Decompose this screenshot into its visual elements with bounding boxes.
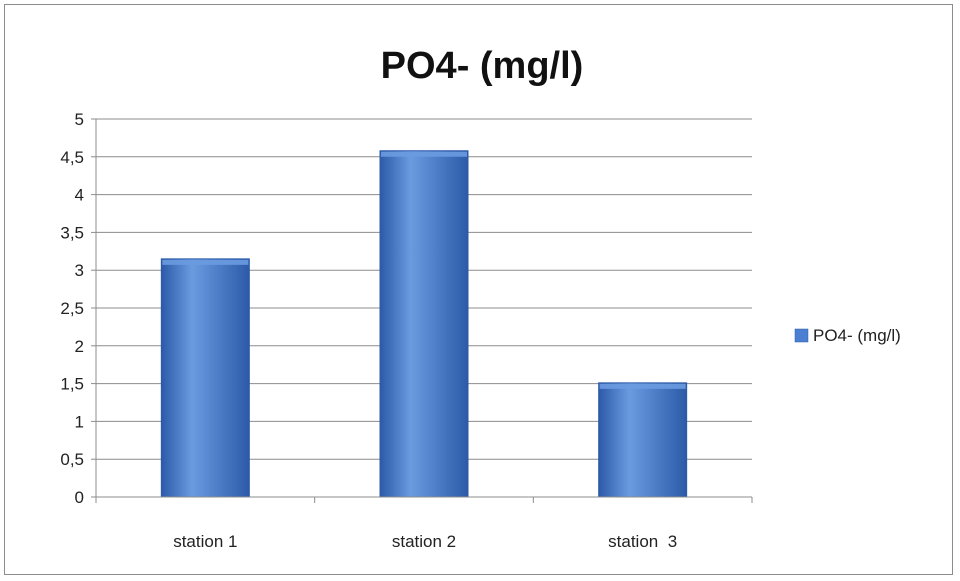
y-tick-label: 3 [75, 261, 84, 280]
x-tick-label: station 2 [392, 532, 456, 551]
bars [160, 150, 688, 498]
x-axis-tick-labels: station 1 station 2 station 3 [173, 532, 677, 551]
chart-title: PO4- (mg/l) [381, 45, 584, 87]
axes [95, 119, 753, 503]
x-tick-label: station 1 [173, 532, 237, 551]
y-tick-label: 0,5 [60, 450, 84, 469]
y-axis-tick-labels: 0 0,5 1 1,5 2 2,5 3 3,5 4 4,5 5 [60, 110, 84, 507]
bar [598, 382, 688, 498]
x-tick-label: station 3 [608, 532, 677, 551]
y-tick-label: 1,5 [60, 375, 84, 394]
bar [160, 258, 250, 498]
bar [379, 150, 469, 498]
bar-top-highlight [599, 383, 686, 389]
bar-top-highlight [162, 259, 249, 265]
legend-swatch [794, 328, 809, 343]
bar-top-highlight [381, 151, 467, 157]
y-tick-label: 2 [75, 337, 84, 356]
legend: PO4- (mg/l) [794, 326, 901, 345]
y-tick-label: 2,5 [60, 299, 84, 318]
legend-label: PO4- (mg/l) [813, 326, 901, 345]
y-tick-label: 4,5 [60, 148, 84, 167]
y-tick-label: 4 [75, 186, 84, 205]
y-tick-label: 1 [75, 412, 84, 431]
y-tick-label: 5 [75, 110, 84, 129]
y-tick-label: 0 [75, 488, 84, 507]
y-tick-label: 3,5 [60, 223, 84, 242]
